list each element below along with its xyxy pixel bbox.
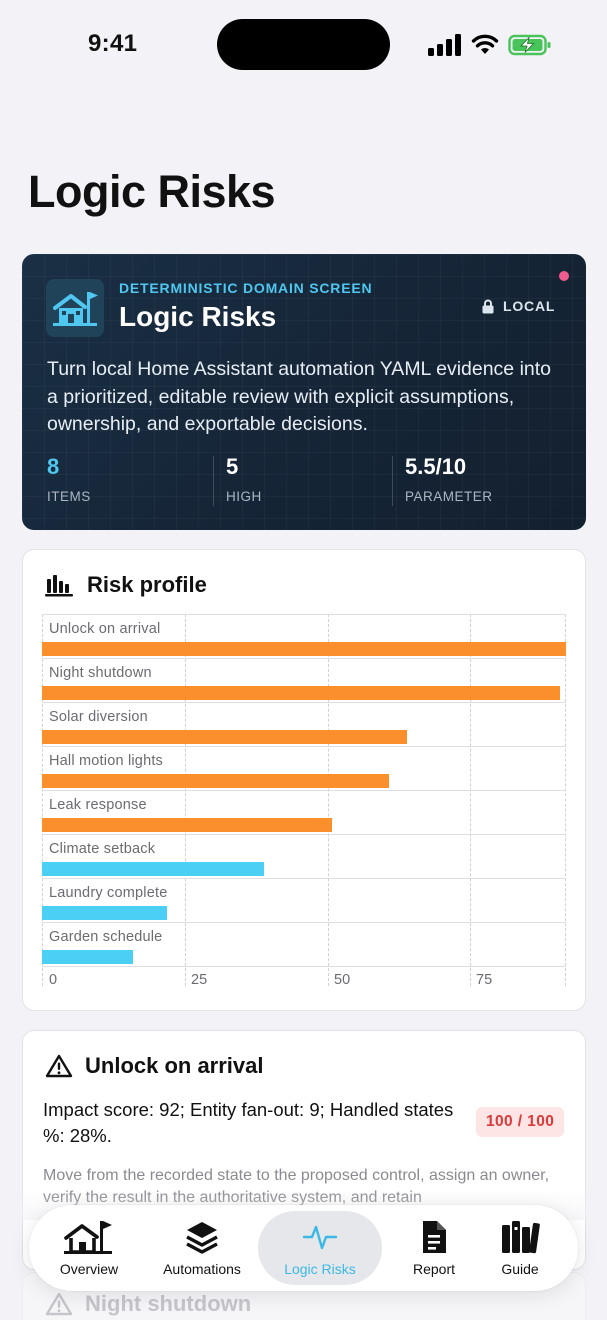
tab-overview[interactable]: Overview [39, 1211, 139, 1285]
books-icon [502, 1221, 540, 1254]
dynamic-island [217, 19, 390, 70]
house-flag-icon [53, 292, 98, 326]
risk-detail-title: Unlock on arrival [85, 1053, 264, 1078]
hero-title: Logic Risks [119, 301, 277, 332]
chart-bar [42, 774, 390, 788]
chart-row: Climate setback [42, 834, 566, 878]
chart-category-label: Hall motion lights [49, 753, 164, 769]
chart-category-label: Solar diversion [49, 709, 148, 725]
chart-category-label: Unlock on arrival [49, 621, 161, 637]
stat-value: 8 [47, 454, 60, 479]
local-badge: LOCAL [482, 298, 555, 314]
tab-label: Guide [501, 1261, 539, 1277]
risk-chart: Unlock on arrival Night shutdown Solar div… [42, 614, 566, 990]
stat-label: ITEMS [47, 489, 91, 504]
chart-category-label: Garden schedule [49, 929, 163, 945]
status-bar: 9:41 [0, 0, 607, 90]
chart-axis-line [42, 966, 566, 967]
risk-profile-header: Risk profile [45, 572, 207, 598]
chart-gridline [470, 614, 471, 986]
stat-divider [392, 456, 393, 506]
chart-row: Solar diversion [42, 702, 566, 746]
chart-bar [42, 906, 168, 920]
tab-guide[interactable]: Guide [470, 1211, 570, 1285]
battery-charging-icon [508, 34, 551, 56]
chart-tick-label: 50 [334, 972, 351, 988]
chart-row: Laundry complete [42, 878, 566, 922]
house-flag-icon [64, 1221, 112, 1254]
page-title: Logic Risks [28, 166, 276, 217]
chart-bar [42, 686, 561, 700]
chart-gridline [185, 614, 186, 986]
lock-icon [482, 299, 494, 313]
chart-category-label: Climate setback [49, 841, 156, 857]
chart-bar [42, 730, 407, 744]
score-badge: 100 / 100 [476, 1107, 565, 1137]
stat-label: HIGH [226, 489, 262, 504]
tab-label: Overview [59, 1261, 119, 1277]
chart-gridline [328, 614, 329, 986]
tab-label: Report [412, 1261, 456, 1277]
chart-row: Hall motion lights [42, 746, 566, 790]
chart-tick-label: 75 [476, 972, 493, 988]
chart-row: Garden schedule [42, 922, 566, 966]
chart-category-label: Leak response [49, 797, 147, 813]
chart-bar [42, 642, 566, 656]
wifi-icon [471, 34, 499, 54]
chart-gridline [42, 614, 43, 986]
local-badge-label: LOCAL [503, 298, 556, 314]
risk-detail-metrics: Impact score: 92; Entity fan-out: 9; Han… [43, 1099, 454, 1146]
stat-parameter: 5.5/10 PARAMETER [405, 454, 493, 510]
status-icons [428, 32, 552, 58]
risk-profile-title: Risk profile [87, 572, 207, 597]
bar-chart-icon [45, 575, 73, 597]
chart-bar [42, 950, 134, 964]
stat-items: 8 ITEMS [47, 454, 91, 510]
stat-high: 5 HIGH [226, 454, 262, 510]
warning-triangle-icon [45, 1054, 73, 1078]
stat-label: PARAMETER [405, 489, 493, 504]
document-icon [423, 1221, 446, 1253]
tab-report[interactable]: Report [384, 1211, 484, 1285]
risk-profile-card: Risk profile Unlock on arrival Night shut… [22, 549, 586, 1011]
chart-row: Leak response [42, 790, 566, 834]
tab-logic-risks[interactable]: Logic Risks [258, 1211, 382, 1285]
status-dot [559, 271, 569, 281]
tab-bar: Overview Automations Logic Risks Report [29, 1205, 578, 1291]
hero-icon-box [46, 279, 104, 337]
tab-label: Logic Risks [284, 1261, 356, 1277]
signal-icon [428, 34, 461, 56]
chart-gridline [565, 614, 566, 986]
chart-bar [42, 818, 333, 832]
hero-eyebrow: DETERMINISTIC DOMAIN SCREEN [119, 280, 373, 296]
status-time: 9:41 [88, 30, 138, 57]
next-risk-header: Night shutdown [45, 1291, 251, 1317]
chart-category-label: Laundry complete [49, 885, 168, 901]
next-risk-title: Night shutdown [85, 1291, 252, 1316]
chart-row: Unlock on arrival [42, 614, 566, 658]
chart-tick-label: 25 [191, 972, 208, 988]
stat-divider [213, 456, 214, 506]
chart-tick-label: 0 [49, 972, 58, 988]
chart-category-label: Night shutdown [49, 665, 152, 681]
layers-icon [186, 1222, 218, 1254]
hero-description: Turn local Home Assistant automation YAM… [47, 358, 552, 435]
hero-stats: 8 ITEMS 5 HIGH 5.5/10 PARAMETER [22, 454, 586, 510]
warning-triangle-icon [45, 1292, 73, 1316]
tab-label: Automations [163, 1261, 241, 1277]
hero-card: DETERMINISTIC DOMAIN SCREEN Logic Risks … [22, 254, 586, 530]
pulse-icon [302, 1225, 338, 1250]
chart-bar [42, 862, 265, 876]
stat-value: 5 [226, 454, 239, 479]
tab-automations[interactable]: Automations [149, 1211, 255, 1285]
risk-detail-header: Unlock on arrival [45, 1053, 264, 1079]
chart-row: Night shutdown [42, 658, 566, 702]
stat-value: 5.5/10 [405, 454, 467, 479]
